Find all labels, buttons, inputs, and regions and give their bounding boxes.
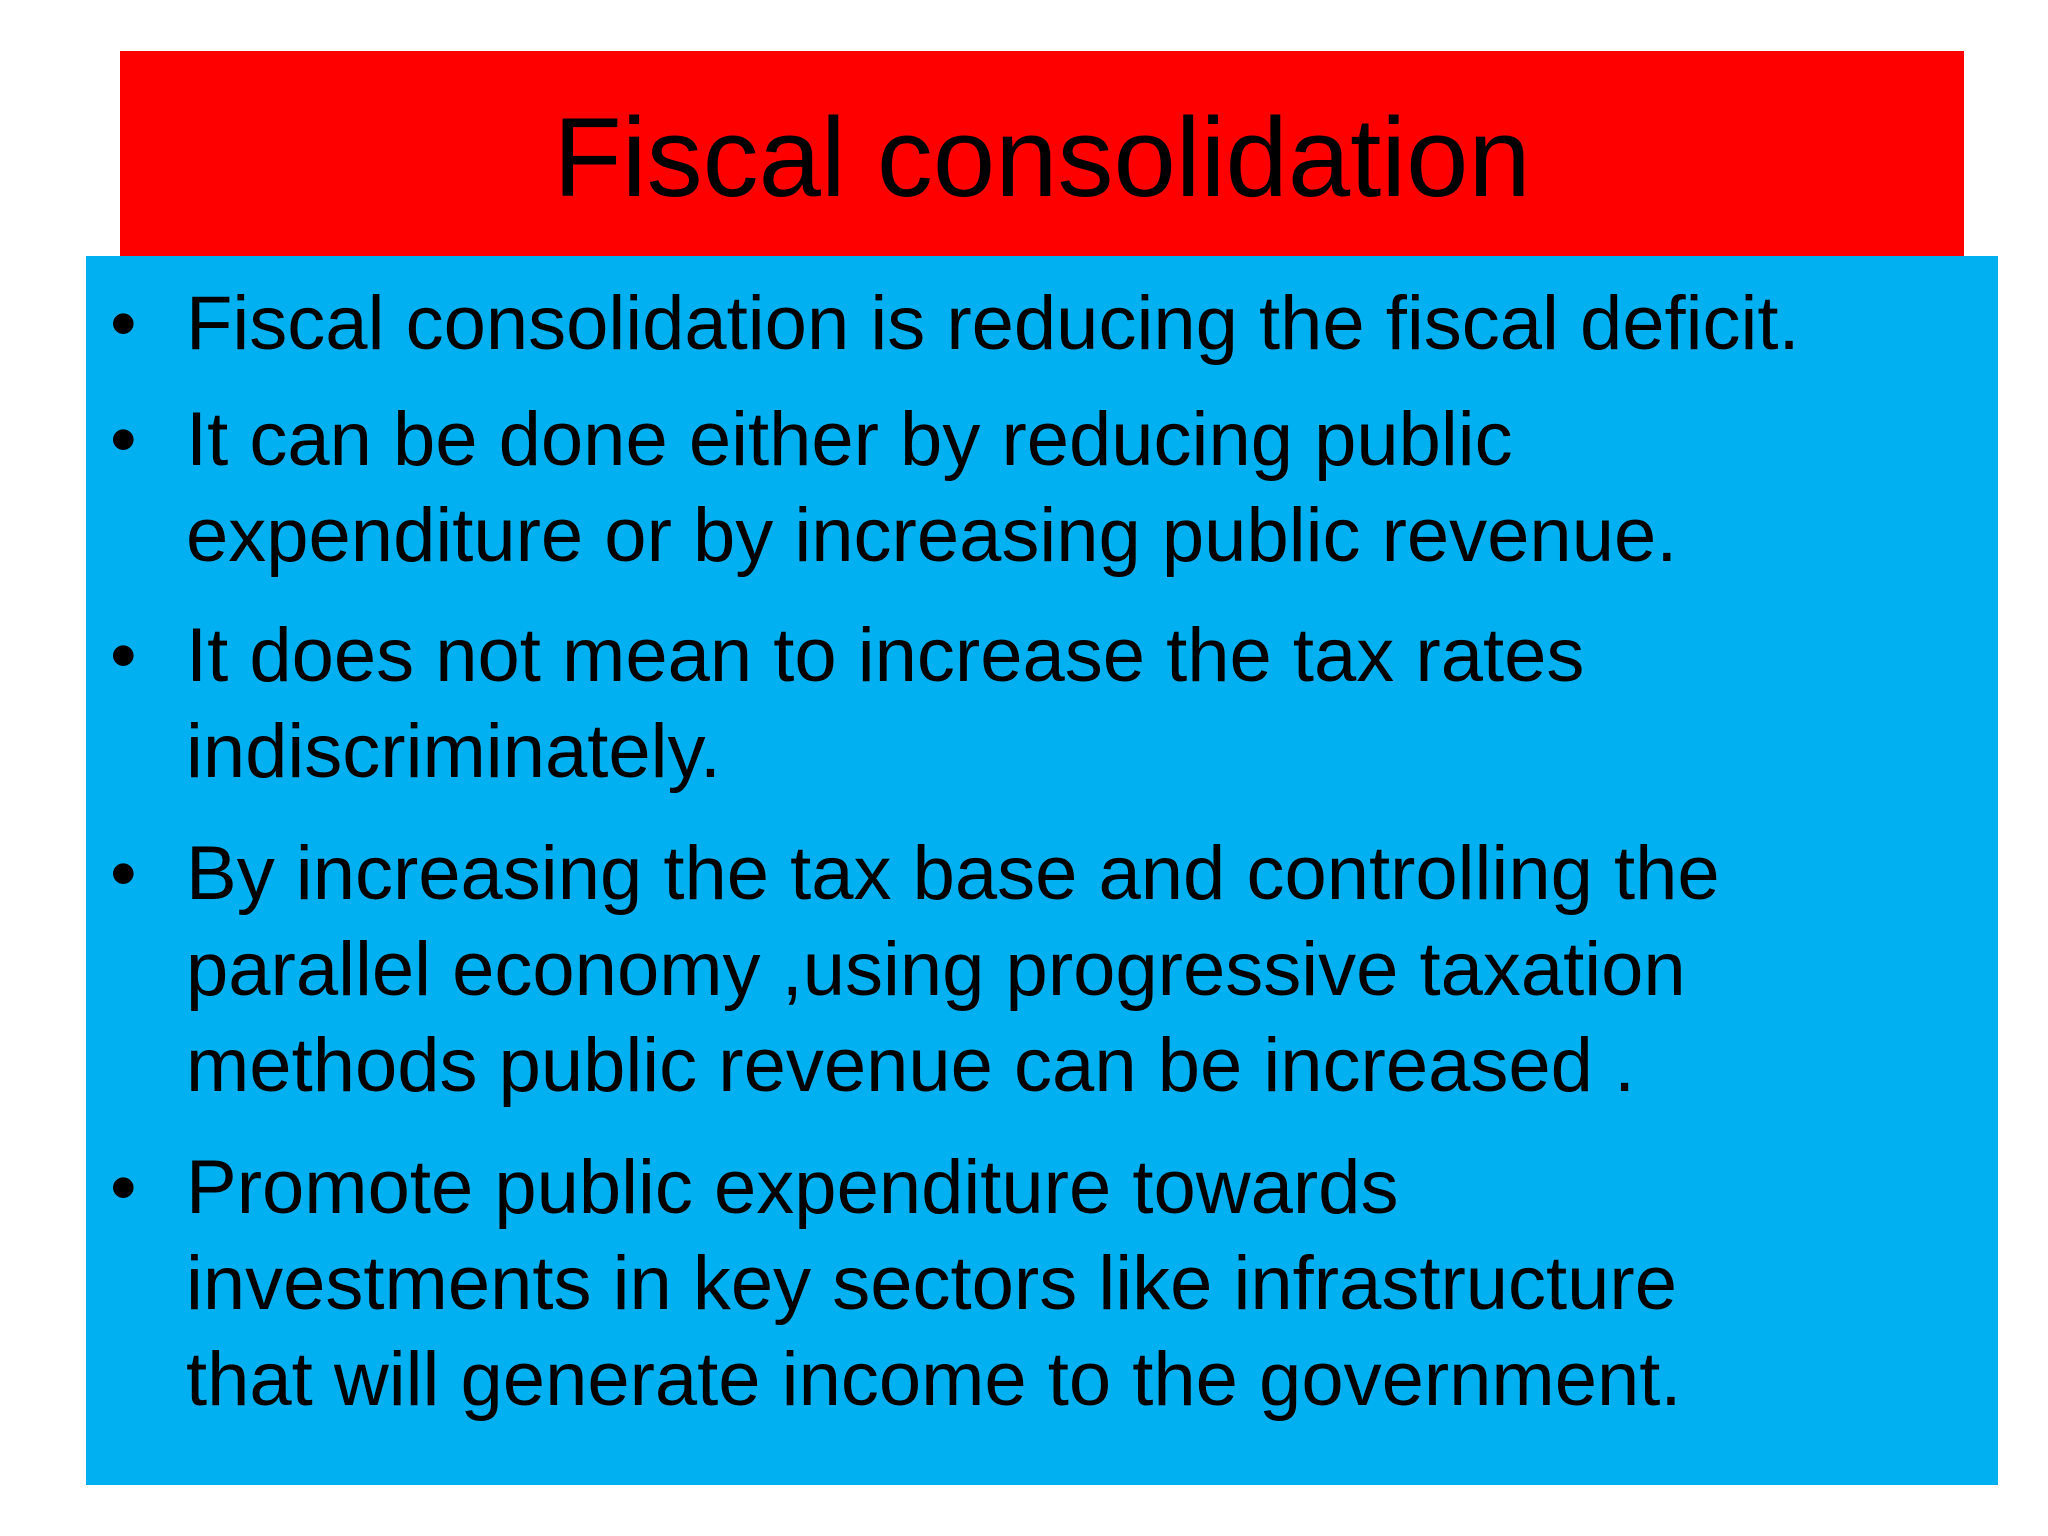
- bullet-dot-icon: •: [110, 613, 137, 698]
- bullet-text: Promote public expenditure towards inves…: [186, 1145, 1682, 1422]
- bullet-text: By increasing the tax base and controlli…: [186, 831, 1720, 1108]
- bullet-text: It can be done either by reducing public…: [186, 397, 1678, 578]
- bullet-dot-icon: •: [110, 831, 137, 916]
- bullet-dot-icon: •: [110, 1145, 137, 1230]
- bullet-dot-icon: •: [110, 281, 137, 366]
- title-banner: Fiscal consolidation: [120, 51, 1964, 258]
- bullet-text: It does not mean to increase the tax rat…: [186, 613, 1585, 794]
- content-panel: • Fiscal consolidation is reducing the f…: [86, 256, 1998, 1485]
- slide-title: Fiscal consolidation: [553, 95, 1531, 220]
- bullet-text: Fiscal consolidation is reducing the fis…: [186, 281, 1800, 366]
- bullet-dot-icon: •: [110, 397, 137, 482]
